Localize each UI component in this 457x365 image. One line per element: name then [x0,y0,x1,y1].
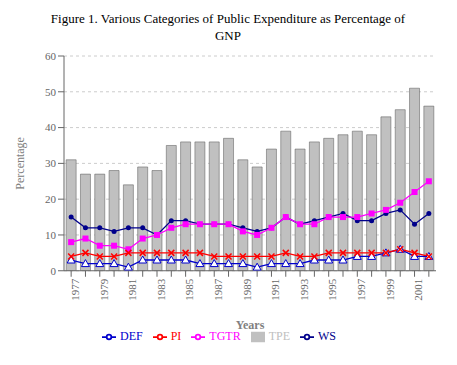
html-text:DEF: DEF [120,328,143,343]
svg-text:50: 50 [45,86,57,98]
svg-text:20: 20 [45,193,57,205]
svg-text:1989: 1989 [241,278,253,301]
svg-text:1985: 1985 [183,278,195,301]
svg-text:1977: 1977 [69,278,81,301]
svg-text:0: 0 [51,265,57,277]
svg-text:1981: 1981 [126,279,138,301]
svg-text:40: 40 [45,121,57,133]
svg-text:1991: 1991 [269,279,281,301]
svg-text:1999: 1999 [384,278,396,301]
html-text:WS: WS [318,328,336,343]
html-text:Figure 1. Various Categories o: Figure 1. Various Categories of Public E… [50,11,406,43]
svg-text:30: 30 [45,157,57,169]
html-text:TPE: TPE [268,328,290,343]
svg-text:1995: 1995 [327,278,339,301]
html-text:PI: PI [170,328,182,343]
svg-text:1983: 1983 [155,278,167,301]
svg-text:Years: Years [236,318,265,332]
html-text:TGTR: TGTR [209,328,241,343]
svg-text:10: 10 [45,229,57,241]
svg-text:1993: 1993 [298,278,310,301]
svg-text:1997: 1997 [355,278,367,301]
svg-text:1987: 1987 [212,278,224,301]
svg-text:2001: 2001 [412,279,424,301]
svg-text:Percentage: Percentage [13,137,27,190]
svg-text:60: 60 [45,50,57,62]
svg-text:1979: 1979 [98,278,110,301]
